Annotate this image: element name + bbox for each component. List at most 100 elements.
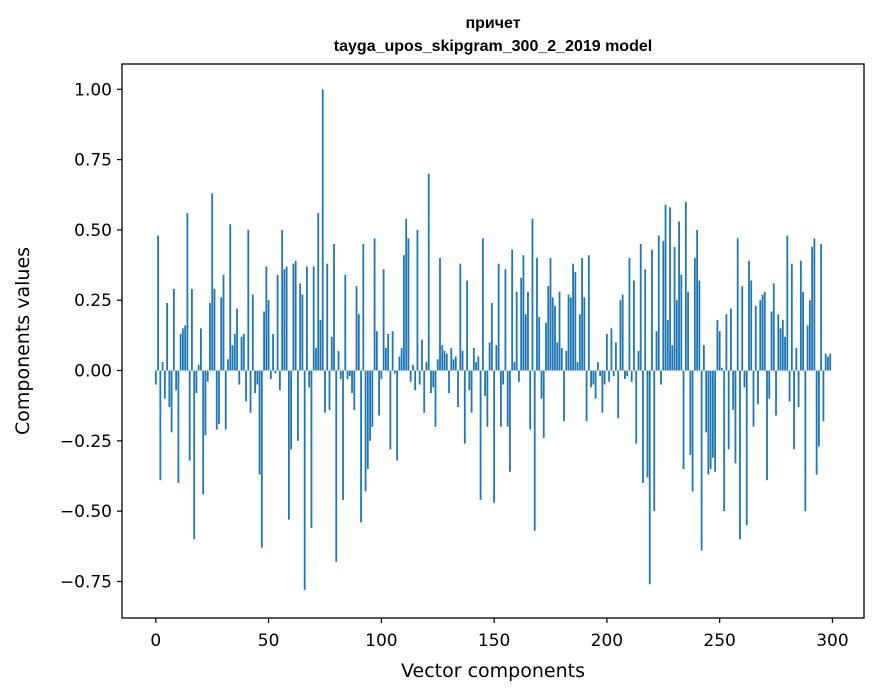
bar-181 bbox=[563, 370, 565, 422]
bar-8 bbox=[172, 288, 175, 371]
bar-92 bbox=[362, 243, 365, 371]
bar-296 bbox=[822, 370, 825, 422]
bar-103 bbox=[387, 333, 390, 371]
bar-180 bbox=[560, 348, 563, 371]
bar-129 bbox=[445, 353, 448, 371]
bar-142 bbox=[475, 362, 477, 371]
bar-230 bbox=[673, 246, 676, 371]
bar-175 bbox=[549, 258, 552, 371]
bar-112 bbox=[407, 238, 410, 371]
bar-199 bbox=[603, 370, 606, 385]
bar-242 bbox=[700, 370, 703, 551]
bar-258 bbox=[736, 238, 739, 371]
bar-116 bbox=[416, 229, 419, 371]
bar-61 bbox=[292, 263, 295, 371]
bar-167 bbox=[531, 218, 534, 371]
bar-272 bbox=[768, 370, 771, 399]
bar-178 bbox=[556, 342, 559, 371]
bar-292 bbox=[813, 238, 816, 371]
bar-94 bbox=[366, 370, 369, 469]
bar-117 bbox=[418, 370, 421, 385]
bar-18 bbox=[195, 370, 198, 394]
bar-229 bbox=[671, 345, 674, 371]
bar-186 bbox=[574, 272, 577, 371]
bar-73 bbox=[319, 319, 322, 371]
bar-130 bbox=[448, 370, 450, 394]
bar-279 bbox=[784, 336, 786, 371]
x-axis-ticks: 0 50 100 150 200 250 300 bbox=[150, 618, 849, 651]
bar-143 bbox=[477, 356, 480, 371]
bar-11 bbox=[179, 333, 182, 371]
bars-group bbox=[154, 89, 832, 590]
x-tick-label: 150 bbox=[478, 631, 510, 651]
bar-220 bbox=[651, 249, 653, 371]
bar-298 bbox=[827, 356, 829, 371]
bar-95 bbox=[369, 370, 371, 441]
bar-32 bbox=[227, 359, 229, 371]
bar-144 bbox=[479, 370, 482, 500]
bar-285 bbox=[797, 370, 800, 408]
bar-98 bbox=[375, 331, 378, 371]
x-tick-label: 200 bbox=[591, 631, 623, 651]
bar-173 bbox=[545, 322, 547, 371]
bar-33 bbox=[229, 224, 232, 371]
bar-104 bbox=[389, 370, 392, 450]
bar-34 bbox=[231, 345, 234, 371]
bar-60 bbox=[290, 370, 293, 450]
bar-254 bbox=[727, 370, 730, 450]
bar-162 bbox=[520, 277, 523, 371]
bar-243 bbox=[702, 345, 705, 371]
bar-63 bbox=[297, 370, 299, 441]
bar-294 bbox=[817, 370, 820, 447]
bar-9 bbox=[175, 370, 178, 391]
bar-289 bbox=[806, 325, 809, 371]
bar-222 bbox=[655, 331, 658, 371]
bar-146 bbox=[484, 370, 486, 396]
bar-264 bbox=[750, 280, 753, 371]
bar-69 bbox=[310, 370, 313, 529]
bar-295 bbox=[820, 243, 823, 371]
bar-51 bbox=[269, 370, 272, 379]
bar-6 bbox=[168, 370, 171, 408]
bar-288 bbox=[804, 370, 807, 512]
bar-91 bbox=[360, 370, 362, 523]
bar-215 bbox=[639, 243, 642, 371]
bar-53 bbox=[274, 370, 277, 374]
bar-207 bbox=[621, 294, 624, 371]
bar-68 bbox=[308, 370, 311, 388]
bar-191 bbox=[585, 370, 588, 422]
plot-frame bbox=[121, 63, 865, 619]
bar-204 bbox=[615, 342, 617, 371]
bar-209 bbox=[626, 370, 629, 377]
bar-62 bbox=[294, 260, 297, 371]
bar-13 bbox=[184, 325, 187, 371]
bar-156 bbox=[506, 370, 509, 427]
bar-127 bbox=[441, 345, 444, 371]
bar-40 bbox=[245, 370, 247, 402]
bar-211 bbox=[630, 370, 633, 382]
bar-248 bbox=[714, 370, 717, 472]
bar-169 bbox=[536, 258, 538, 371]
bar-110 bbox=[403, 255, 405, 371]
bar-52 bbox=[272, 333, 274, 371]
bar-153 bbox=[499, 370, 502, 427]
bar-214 bbox=[637, 350, 640, 371]
bar-185 bbox=[572, 263, 574, 371]
bar-57 bbox=[283, 269, 286, 371]
bar-170 bbox=[538, 317, 541, 371]
bar-251 bbox=[721, 367, 723, 371]
bar-260 bbox=[741, 286, 744, 371]
bar-38 bbox=[240, 336, 243, 371]
bar-24 bbox=[209, 303, 211, 371]
bar-87 bbox=[351, 370, 353, 394]
bar-154 bbox=[502, 370, 505, 385]
bar-7 bbox=[170, 370, 173, 433]
bar-100 bbox=[380, 370, 383, 379]
bar-208 bbox=[624, 370, 626, 379]
bar-84 bbox=[344, 274, 347, 371]
chart-title-line1: причет bbox=[465, 15, 520, 32]
bar-177 bbox=[554, 305, 556, 371]
bar-25 bbox=[211, 193, 214, 371]
bar-56 bbox=[281, 229, 284, 371]
